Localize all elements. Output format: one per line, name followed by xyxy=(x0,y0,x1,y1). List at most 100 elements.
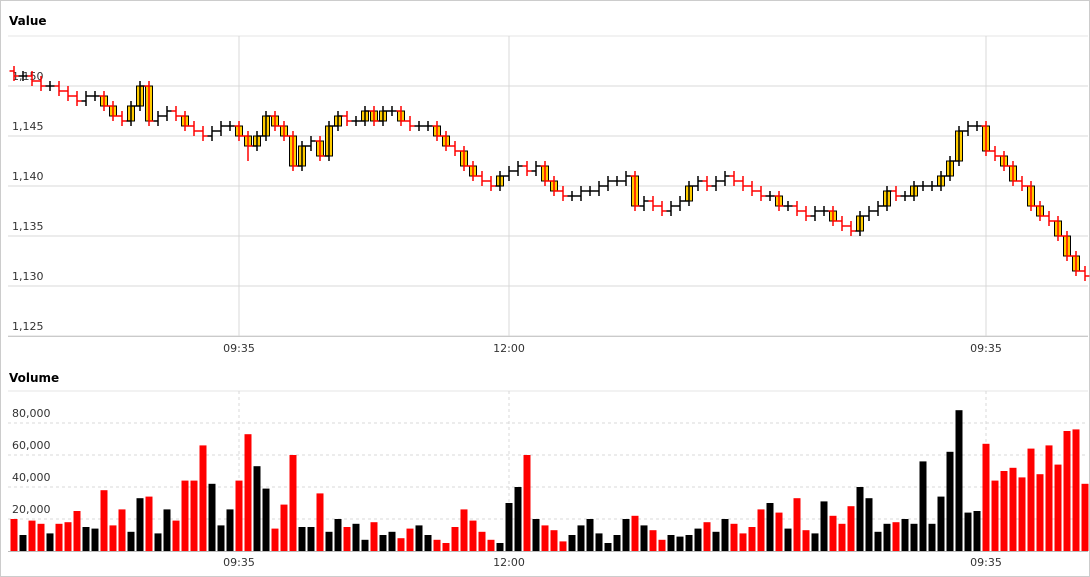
volume-bar xyxy=(820,501,828,551)
volume-bar xyxy=(928,523,936,551)
volume-bar xyxy=(262,488,270,551)
volume-bar xyxy=(1081,483,1089,551)
volume-bar xyxy=(163,509,171,551)
volume-bar xyxy=(289,455,297,551)
volume-bar xyxy=(145,496,153,551)
volume-bar xyxy=(631,515,639,551)
volume-bar xyxy=(424,535,432,551)
volume-bar xyxy=(253,466,261,551)
x-tick-label: 09:35 xyxy=(223,342,255,355)
volume-bar xyxy=(100,490,108,551)
volume-bar xyxy=(109,525,117,551)
volume-bar xyxy=(370,522,378,551)
volume-bar xyxy=(514,487,522,551)
volume-bar xyxy=(550,530,558,551)
volume-bar xyxy=(532,519,540,551)
volume-bar xyxy=(622,519,630,551)
volume-bar xyxy=(37,523,45,551)
volume-bar xyxy=(415,525,423,551)
volume-bar xyxy=(964,512,972,551)
volume-bar xyxy=(397,538,405,551)
volume-bar xyxy=(442,543,450,551)
y-tick-label: 80,000 xyxy=(12,407,51,420)
volume-bar xyxy=(46,533,54,551)
volume-bar xyxy=(919,461,927,551)
volume-bar xyxy=(217,525,225,551)
y-tick-label: 1,135 xyxy=(12,220,44,233)
volume-bar xyxy=(1054,464,1062,551)
volume-bar xyxy=(712,531,720,551)
volume-bar xyxy=(10,519,18,551)
volume-bar xyxy=(190,480,198,551)
volume-bar xyxy=(55,523,63,551)
volume-bar xyxy=(973,511,981,551)
volume-bar xyxy=(82,527,90,551)
x-tick-label: 09:35 xyxy=(223,556,255,569)
volume-bar xyxy=(748,527,756,551)
volume-bar xyxy=(118,509,126,551)
volume-bar xyxy=(496,543,504,551)
volume-bar xyxy=(343,527,351,551)
volume-bar xyxy=(406,528,414,551)
volume-bar xyxy=(172,520,180,551)
volume-bar xyxy=(577,525,585,551)
volume-bar xyxy=(676,536,684,551)
volume-bar xyxy=(892,522,900,551)
volume-bar xyxy=(802,530,810,551)
chart-title: Volume xyxy=(9,371,59,385)
volume-bar xyxy=(685,535,693,551)
volume-bar xyxy=(667,535,675,551)
volume-bar xyxy=(757,509,765,551)
volume-bar xyxy=(280,504,288,551)
volume-bar xyxy=(1027,448,1035,551)
x-tick-label: 12:00 xyxy=(493,342,525,355)
x-tick-label: 09:35 xyxy=(970,556,1002,569)
volume-bar xyxy=(199,445,207,551)
volume-bar xyxy=(181,480,189,551)
volume-bar xyxy=(1045,445,1053,551)
volume-bar xyxy=(154,533,162,551)
x-tick-label: 09:35 xyxy=(970,342,1002,355)
volume-bar xyxy=(874,531,882,551)
volume-bar xyxy=(235,480,243,551)
volume-bar xyxy=(829,515,837,551)
volume-bar xyxy=(451,527,459,551)
volume-bar xyxy=(469,520,477,551)
volume-bar xyxy=(865,498,873,551)
volume-bar xyxy=(793,498,801,551)
volume-bar xyxy=(856,487,864,551)
volume-bar xyxy=(694,528,702,551)
y-tick-label: 40,000 xyxy=(12,471,51,484)
volume-bar xyxy=(883,523,891,551)
volume-bar xyxy=(478,531,486,551)
volume-bar xyxy=(1036,474,1044,551)
chart-title: Value xyxy=(9,14,47,28)
volume-bar xyxy=(19,535,27,551)
volume-bar xyxy=(559,541,567,551)
volume-bar xyxy=(775,512,783,551)
volume-bar xyxy=(1018,477,1026,551)
volume-bar xyxy=(1009,467,1017,551)
volume-bar xyxy=(136,498,144,551)
volume-bar xyxy=(460,509,468,551)
volume-bar xyxy=(388,531,396,551)
volume-bar xyxy=(586,519,594,551)
volume-bar xyxy=(316,493,324,551)
volume-bar xyxy=(487,539,495,551)
volume-bar xyxy=(739,533,747,551)
volume-bar xyxy=(811,533,819,551)
volume-bar xyxy=(730,523,738,551)
y-tick-label: 1,145 xyxy=(12,120,44,133)
volume-bar xyxy=(991,480,999,551)
volume-bar xyxy=(721,519,729,551)
volume-bar xyxy=(568,535,576,551)
volume-bar xyxy=(433,539,441,551)
y-tick-label: 1,125 xyxy=(12,320,44,333)
y-tick-label: 1,140 xyxy=(12,170,44,183)
volume-bar xyxy=(64,522,72,551)
volume-bar xyxy=(640,525,648,551)
volume-bar xyxy=(784,528,792,551)
volume-bar xyxy=(766,503,774,551)
